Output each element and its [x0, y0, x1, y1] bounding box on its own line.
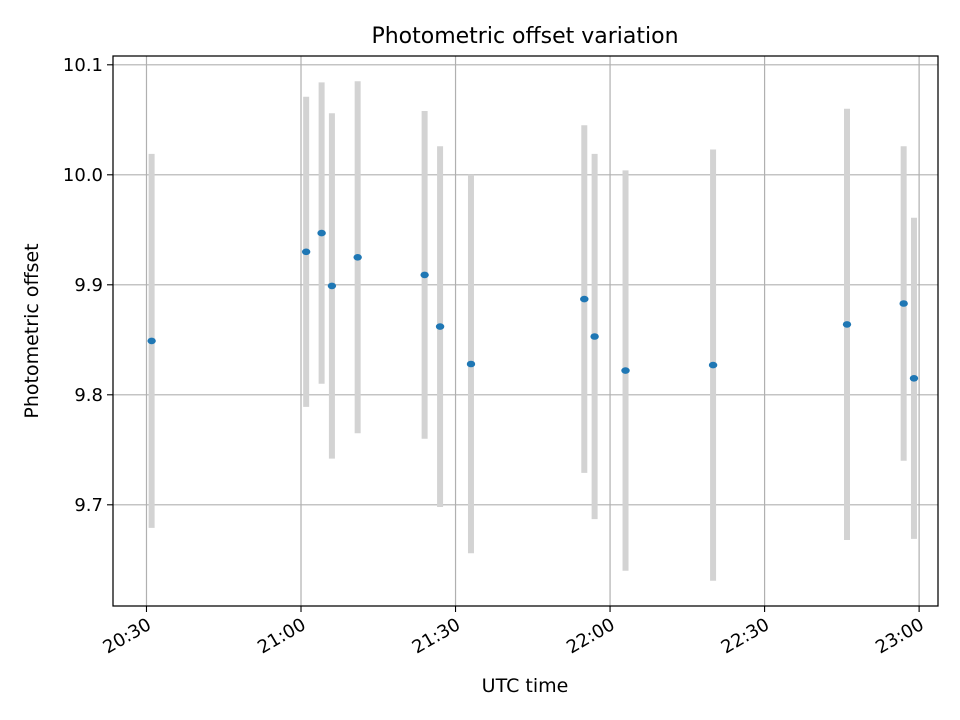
plot-frame [112, 55, 939, 607]
data-point [317, 229, 326, 237]
data-point [301, 248, 311, 256]
data-point [621, 367, 630, 374]
y-tick-label: 9.7 [74, 495, 103, 516]
y-axis-label: Photometric offset [21, 243, 43, 418]
data-point [899, 300, 908, 307]
data-point [147, 337, 156, 345]
data-point [420, 271, 429, 279]
y-tick-label: 10.1 [63, 55, 103, 76]
data-point [842, 321, 852, 328]
data-point [327, 282, 337, 290]
data-points [147, 229, 919, 382]
y-tick-label: 9.9 [74, 275, 103, 296]
y-axis: 9.7 9.8 9.9 10.0 10.1 [63, 55, 113, 516]
y-tick-label: 10.0 [63, 165, 103, 186]
data-point [909, 375, 919, 382]
grid [113, 56, 938, 606]
data-point [590, 333, 599, 340]
data-point [580, 295, 589, 303]
y-tick-label: 9.8 [74, 385, 103, 406]
chart-title: Photometric offset variation [371, 24, 678, 49]
x-axis-label: UTC time [482, 675, 569, 697]
data-point [353, 253, 362, 261]
data-point [466, 360, 476, 368]
data-point [708, 361, 718, 369]
data-point [435, 323, 445, 330]
